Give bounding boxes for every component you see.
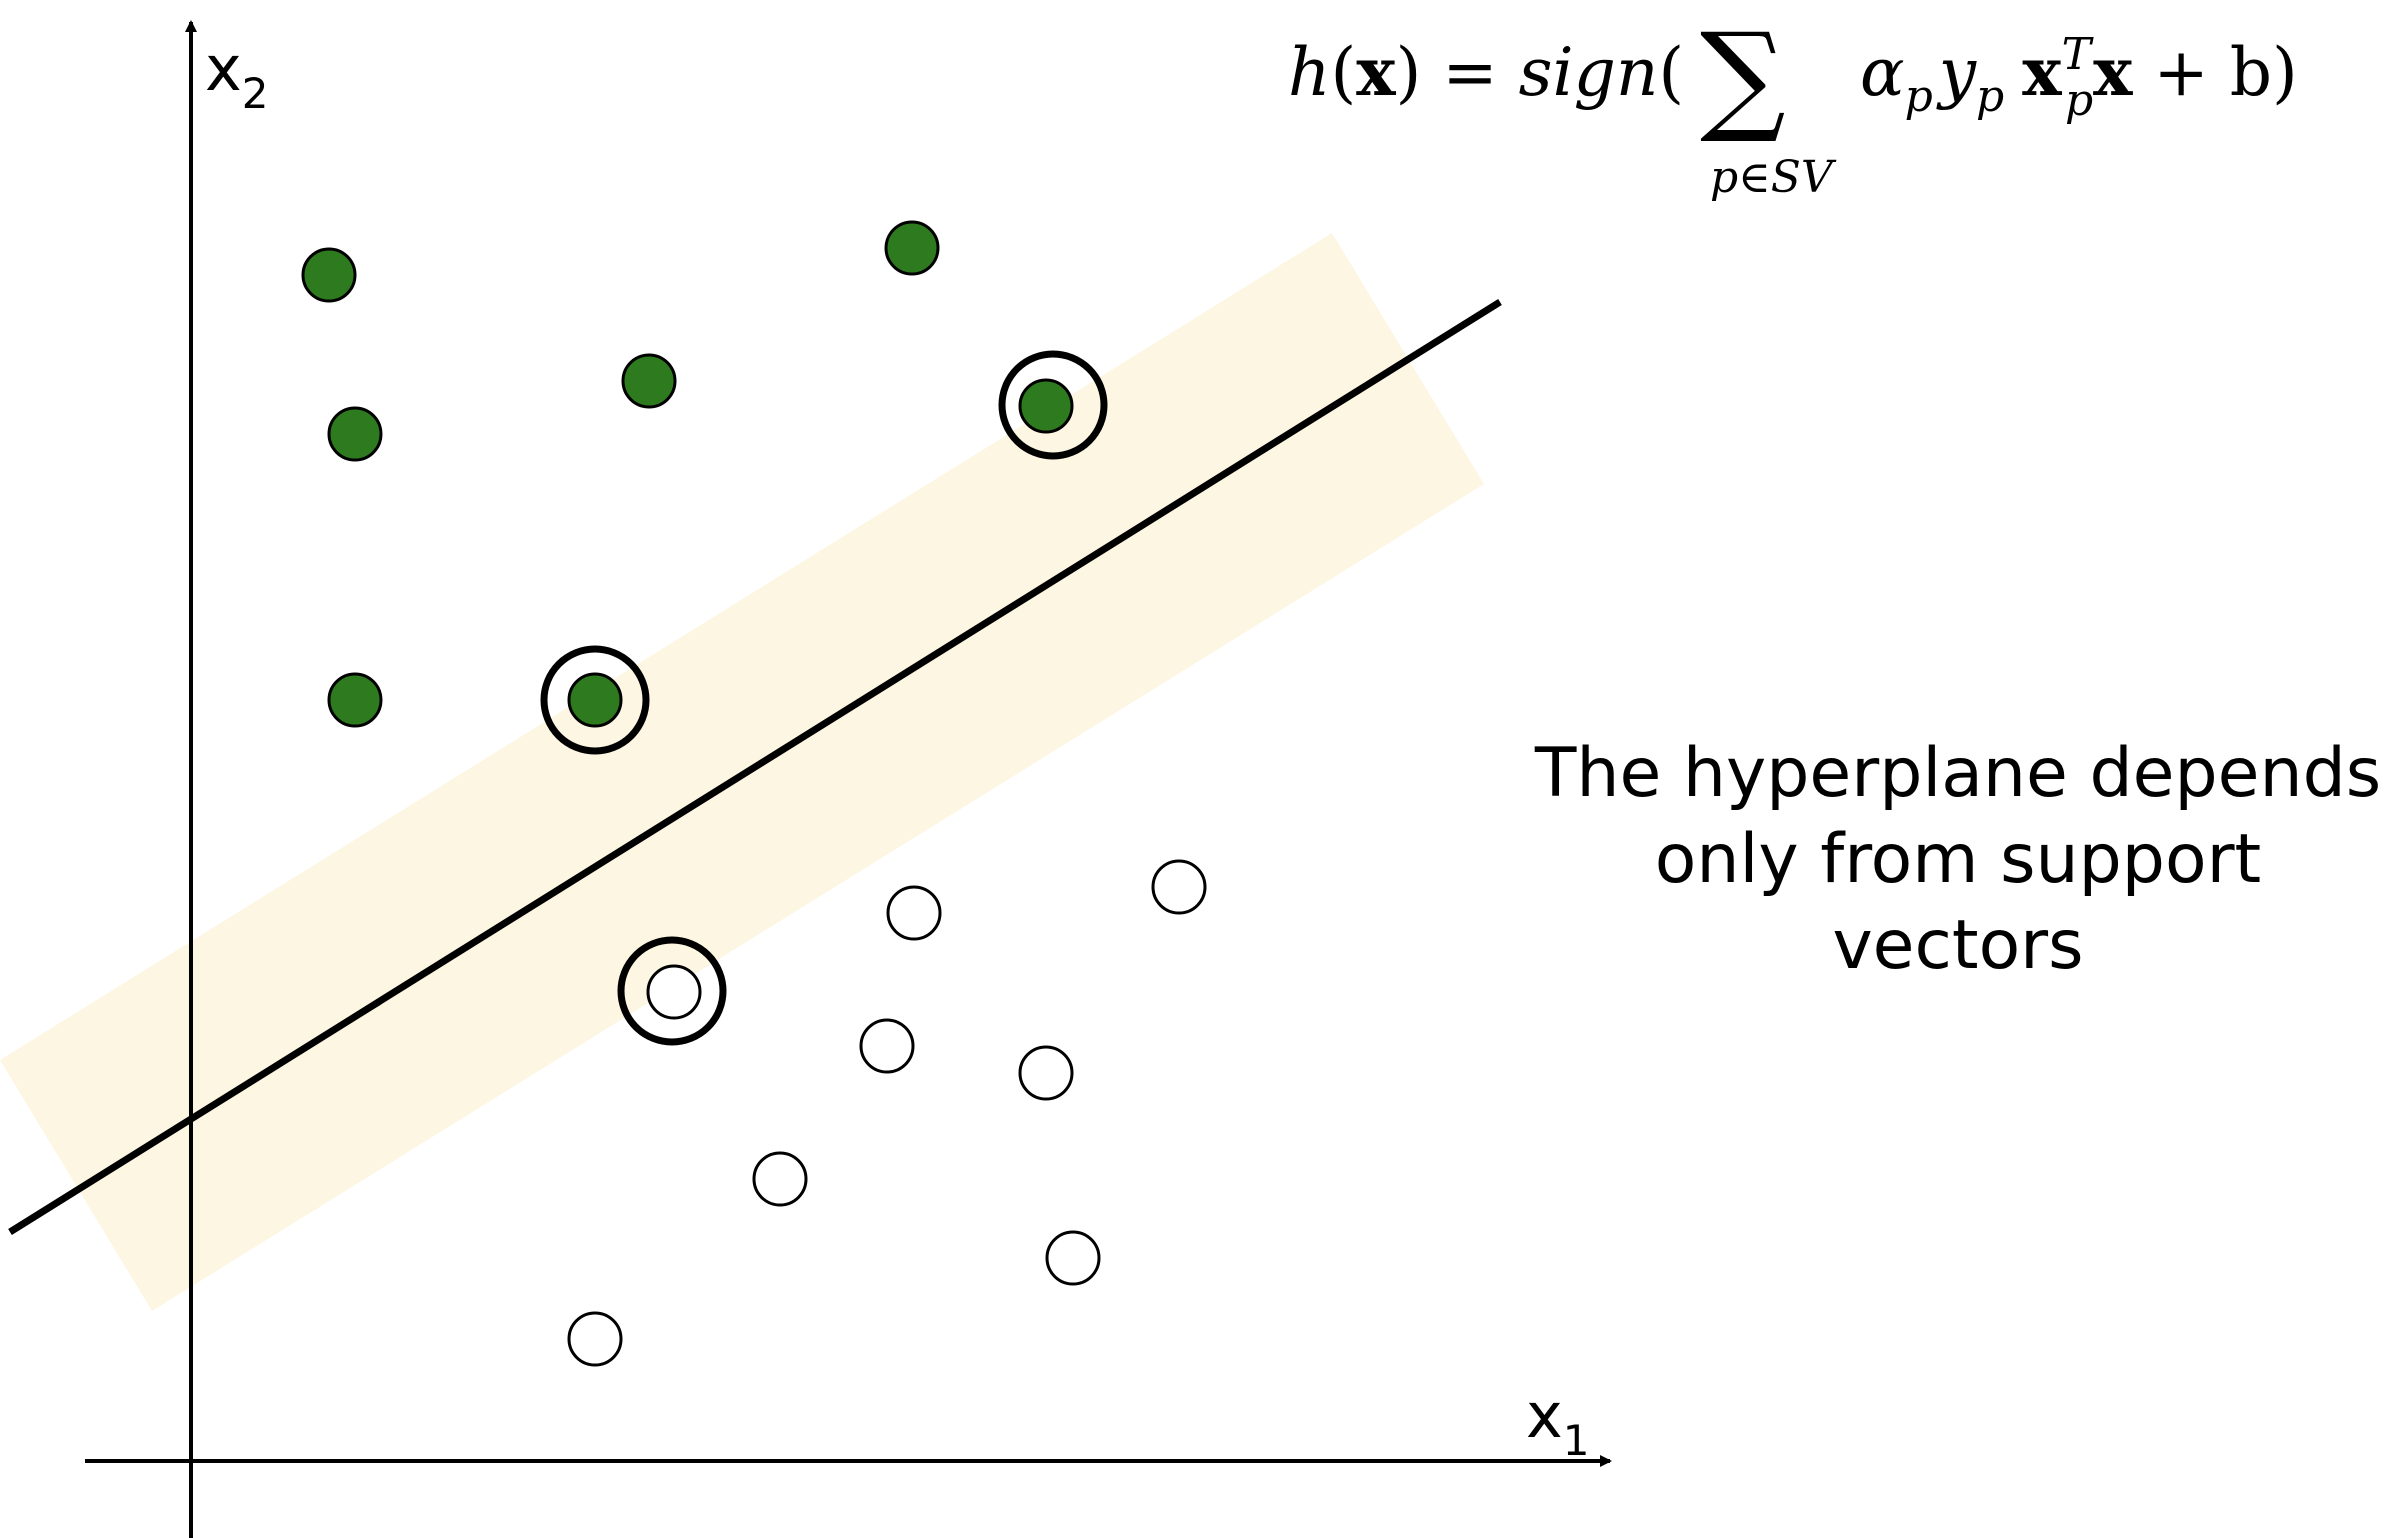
x1-axis-label: x1 [1526, 1379, 1589, 1465]
negative-points [567, 859, 1207, 1367]
support-vector-ring [998, 350, 1108, 460]
svg-text:h(x) = sign(: h(x) = sign( [1288, 33, 1684, 111]
negative-point [1045, 1230, 1101, 1286]
caption: The hyperplane depends only from support… [1534, 734, 2381, 985]
positive-point [884, 220, 940, 276]
support-vector-rings [540, 350, 1108, 1046]
positive-points [301, 220, 1074, 728]
negative-point [1151, 859, 1207, 915]
negative-point [886, 885, 942, 941]
support-vector-ring [540, 645, 650, 755]
positive-point [621, 353, 677, 409]
sum-symbol: ∑ [1700, 8, 1786, 147]
positive-point [327, 406, 383, 462]
negative-point [567, 1311, 623, 1367]
positive-point [301, 247, 357, 303]
sum-subscript: p∈SV [1710, 152, 1837, 203]
negative-point [646, 964, 702, 1020]
positive-point [1018, 378, 1074, 434]
hyperplane [8, 299, 1502, 1235]
caption-line-1: The hyperplane depends [1534, 734, 2381, 813]
caption-line-3: vectors [1832, 906, 2083, 985]
positive-point [567, 672, 623, 728]
support-vector-ring [617, 936, 727, 1046]
negative-point [1018, 1045, 1074, 1101]
negative-point [752, 1151, 808, 1207]
caption-line-2: only from support [1655, 820, 2261, 899]
decision-formula: h(x) = sign( ∑ p∈SV αpyp xT px + b) [1288, 8, 2298, 203]
positive-point [327, 672, 383, 728]
negative-point [859, 1018, 915, 1074]
x2-axis-label: x2 [205, 32, 268, 118]
